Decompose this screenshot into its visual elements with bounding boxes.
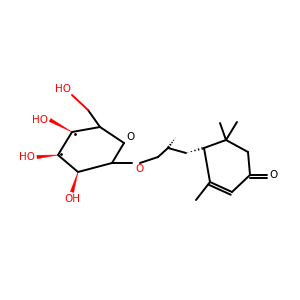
Text: O: O [126, 132, 134, 142]
Text: HO: HO [32, 115, 48, 125]
Text: HO: HO [55, 84, 71, 94]
Text: O: O [135, 164, 143, 174]
Text: HO: HO [19, 152, 35, 162]
Text: OH: OH [64, 194, 80, 204]
Polygon shape [37, 155, 58, 159]
Polygon shape [49, 118, 72, 132]
Text: O: O [269, 170, 277, 180]
Polygon shape [70, 172, 78, 193]
